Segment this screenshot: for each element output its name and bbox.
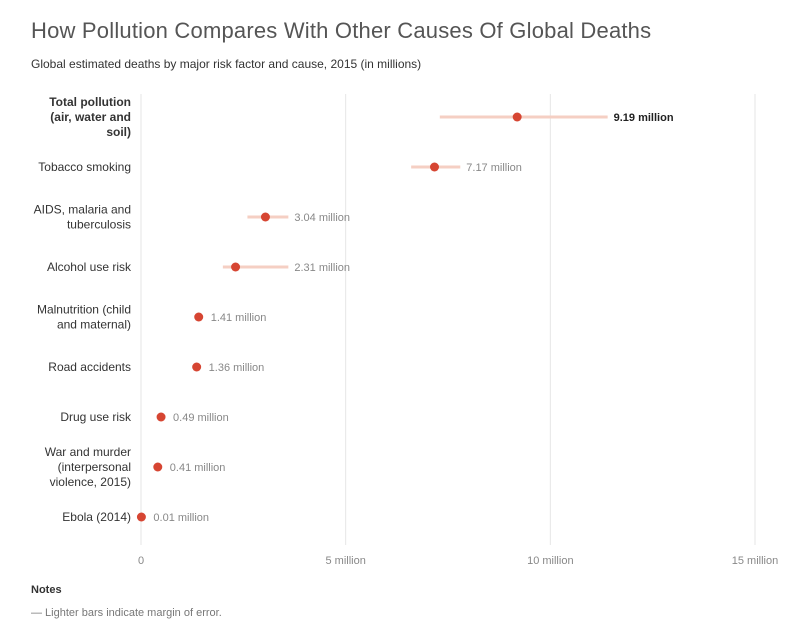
data-label: 0.01 million	[153, 512, 209, 524]
data-point	[194, 312, 204, 322]
dot-plot-chart: 0 5 million 10 million 15 million Total poll…	[34, 94, 778, 567]
chart-subtitle: Global estimated deaths by major risk fa…	[31, 57, 422, 71]
data-label: 1.41 million	[211, 312, 267, 324]
notes-text: — Lighter bars indicate margin of error.	[31, 607, 222, 619]
data-label: 9.19 million	[614, 112, 674, 124]
data-label: 7.17 million	[466, 162, 522, 174]
category-label: War and murder (interpersonal violence, 20…	[45, 445, 131, 489]
data-label: 2.31 million	[294, 262, 350, 274]
chart-title: How Pollution Compares With Other Causes…	[31, 18, 652, 43]
category-label: Ebola (2014)	[62, 510, 131, 524]
category-label: Total pollution (air, water and soil)	[49, 95, 131, 139]
category-label: Road accidents	[48, 360, 131, 374]
data-point	[429, 162, 439, 172]
data-point	[512, 112, 522, 122]
category-label: Tobacco smoking	[38, 160, 131, 174]
data-point	[156, 412, 166, 422]
x-tick-label: 5 million	[325, 555, 365, 567]
x-tick-label: 0	[138, 555, 144, 567]
x-tick-label: 15 million	[732, 555, 778, 567]
category-label: Malnutrition (child and maternal)	[37, 303, 131, 332]
data-label: 0.49 million	[173, 412, 229, 424]
data-label: 0.41 million	[170, 462, 226, 474]
data-point	[231, 262, 241, 272]
x-tick-label: 10 million	[527, 555, 573, 567]
data-point	[192, 362, 202, 372]
data-point	[153, 462, 163, 472]
category-label: AIDS, malaria and tuberculosis	[34, 203, 131, 232]
data-label: 3.04 million	[294, 212, 350, 224]
category-label: Drug use risk	[60, 410, 132, 424]
category-label: Alcohol use risk	[47, 260, 132, 274]
data-point	[136, 512, 146, 522]
notes-heading: Notes	[31, 584, 62, 596]
data-label: 1.36 million	[209, 362, 265, 374]
data-point	[260, 212, 270, 222]
